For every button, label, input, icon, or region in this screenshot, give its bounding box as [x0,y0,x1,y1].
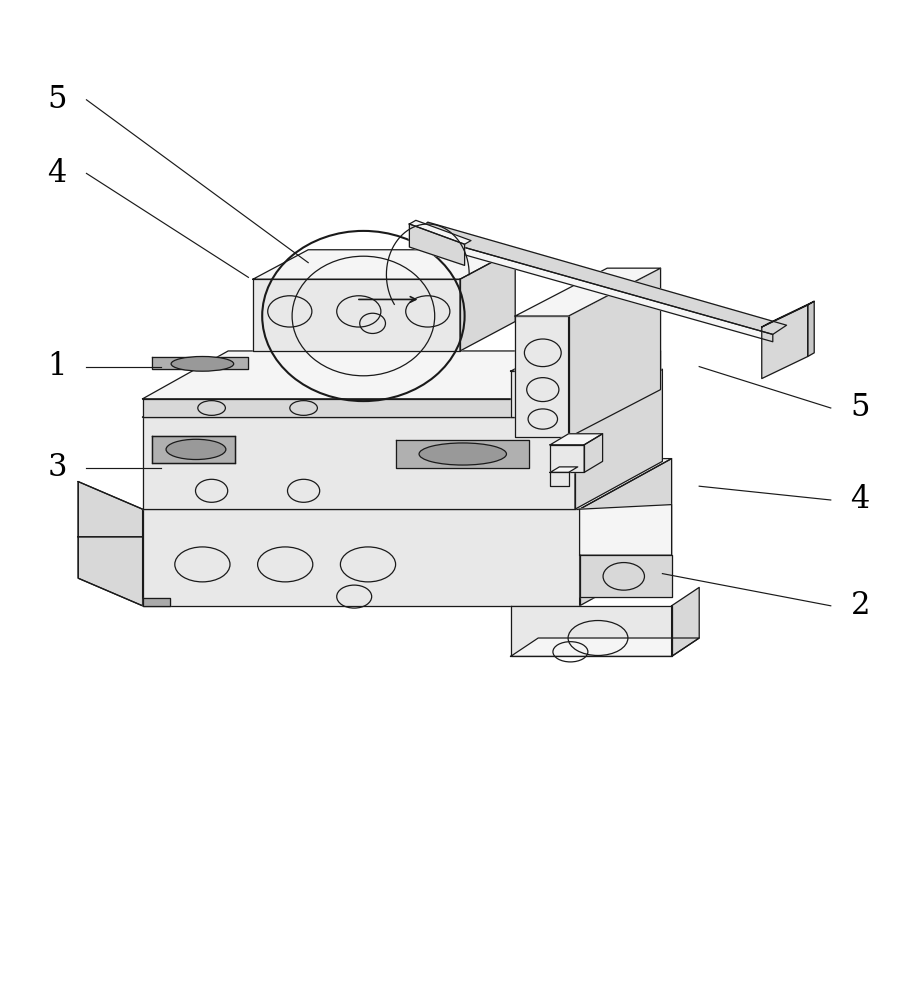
Polygon shape [142,399,574,417]
Text: 3: 3 [47,452,67,483]
Polygon shape [152,436,234,463]
Polygon shape [550,434,602,445]
Polygon shape [574,369,662,509]
Polygon shape [568,268,660,437]
Polygon shape [253,279,460,351]
Polygon shape [142,417,574,509]
Ellipse shape [165,439,226,460]
Polygon shape [510,348,611,371]
Polygon shape [142,351,660,399]
Text: 5: 5 [47,84,67,115]
Polygon shape [409,224,464,265]
Polygon shape [568,348,611,417]
Polygon shape [414,222,786,334]
Polygon shape [510,371,568,417]
Ellipse shape [171,356,233,371]
Polygon shape [671,587,698,656]
Polygon shape [78,537,142,606]
Polygon shape [510,606,671,656]
Polygon shape [460,250,515,351]
Polygon shape [142,598,170,606]
Text: 4: 4 [850,485,868,516]
Polygon shape [574,351,660,417]
Polygon shape [584,434,602,472]
Polygon shape [579,459,671,606]
Polygon shape [152,357,248,369]
Polygon shape [414,233,772,342]
Polygon shape [807,301,813,356]
Polygon shape [142,509,579,606]
Polygon shape [550,467,577,472]
Polygon shape [253,250,515,279]
Polygon shape [395,440,528,468]
Polygon shape [78,482,142,537]
Polygon shape [78,482,142,606]
Polygon shape [579,555,671,597]
Polygon shape [409,220,471,244]
Polygon shape [550,472,568,486]
Polygon shape [142,459,671,509]
Polygon shape [579,505,671,555]
Text: 5: 5 [849,392,869,424]
Text: 2: 2 [849,590,869,621]
Polygon shape [550,445,584,472]
Text: 1: 1 [47,351,67,382]
Polygon shape [510,638,698,656]
Polygon shape [761,305,807,379]
Text: 4: 4 [48,158,66,189]
Polygon shape [761,301,813,327]
Polygon shape [515,316,568,437]
Polygon shape [515,268,660,316]
Polygon shape [142,369,662,417]
Ellipse shape [419,443,505,465]
